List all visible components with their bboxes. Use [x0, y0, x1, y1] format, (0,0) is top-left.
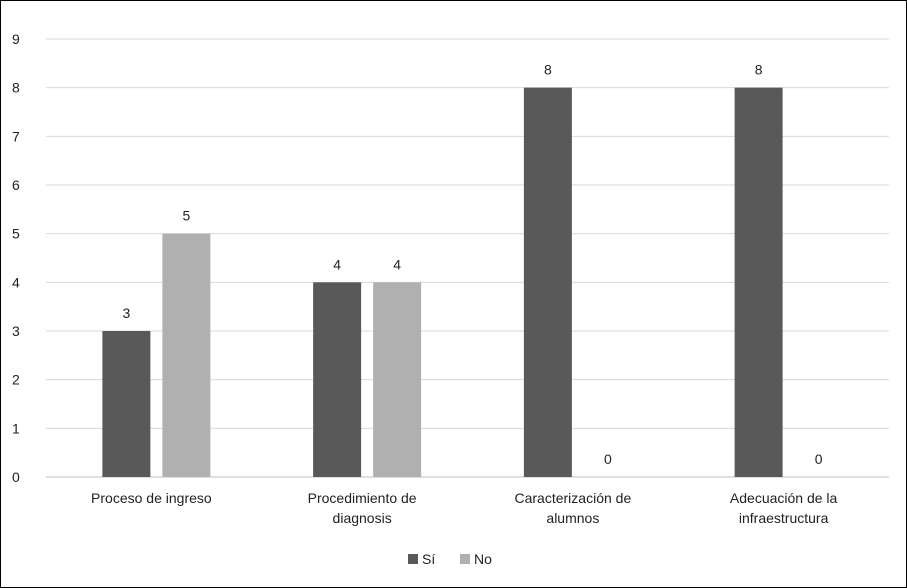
category-label: Caracterización de [515, 490, 632, 506]
y-tick-label: 2 [12, 372, 20, 388]
bar [373, 282, 422, 477]
legend-swatch [460, 554, 470, 564]
data-label: 0 [815, 451, 823, 467]
category-label: Proceso de ingreso [91, 490, 212, 506]
y-tick-label: 6 [12, 177, 20, 193]
y-tick-label: 9 [12, 31, 20, 47]
y-tick-label: 4 [12, 274, 20, 290]
data-label: 3 [122, 305, 130, 321]
legend-swatch [408, 554, 418, 564]
category-label: alumnos [546, 510, 599, 526]
category-label: Procedimiento de [308, 490, 417, 506]
y-tick-label: 8 [12, 80, 20, 96]
bar [313, 282, 362, 477]
data-label: 8 [544, 62, 552, 78]
bar [162, 233, 211, 477]
y-tick-label: 7 [12, 128, 20, 144]
category-label: infraestructura [739, 510, 829, 526]
legend-label: Sí [422, 551, 435, 567]
category-label: Adecuación de la [730, 490, 838, 506]
data-label: 8 [755, 62, 763, 78]
data-label: 5 [182, 208, 190, 224]
data-label: 0 [604, 451, 612, 467]
legend-label: No [474, 551, 492, 567]
data-label: 4 [393, 256, 401, 272]
y-tick-label: 0 [12, 469, 20, 485]
y-tick-label: 5 [12, 226, 20, 242]
bar [734, 87, 783, 478]
y-tick-label: 3 [12, 323, 20, 339]
bar [523, 87, 572, 478]
y-tick-label: 1 [12, 420, 20, 436]
bar [102, 331, 151, 477]
data-label: 4 [333, 256, 341, 272]
category-label: diagnosis [333, 510, 392, 526]
